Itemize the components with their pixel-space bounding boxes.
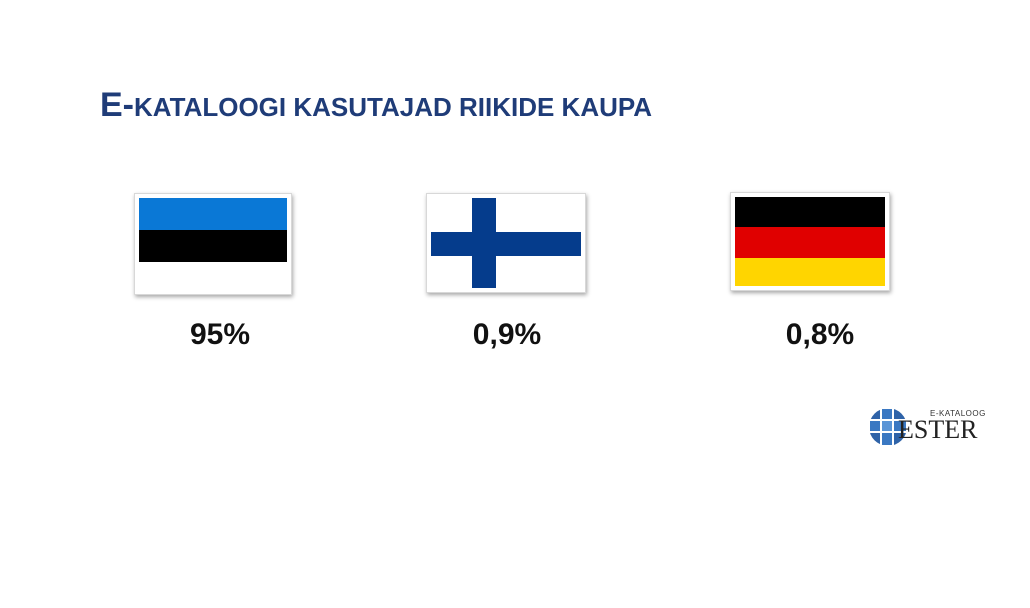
- title-rest: KATALOOGI KASUTAJAD RIIKIDE KAUPA: [134, 92, 653, 122]
- ester-grid-icon: [869, 408, 907, 446]
- page-title: E-KATALOOGI KASUTAJAD RIIKIDE KAUPA: [100, 88, 652, 122]
- finland-percentage: 0,9%: [472, 318, 542, 351]
- germany-flag-icon: [730, 192, 890, 291]
- logo-subtitle: E-KATALOOG: [930, 409, 986, 418]
- ester-logo: E-KATALOOG ESTER: [868, 407, 986, 449]
- estonia-flag-icon: [134, 193, 292, 295]
- estonia-percentage: 95%: [189, 318, 251, 351]
- logo-name: ESTER: [898, 415, 978, 444]
- finland-flag-icon: [426, 193, 586, 293]
- title-initial: E-: [100, 86, 134, 124]
- germany-percentage: 0,8%: [785, 318, 855, 351]
